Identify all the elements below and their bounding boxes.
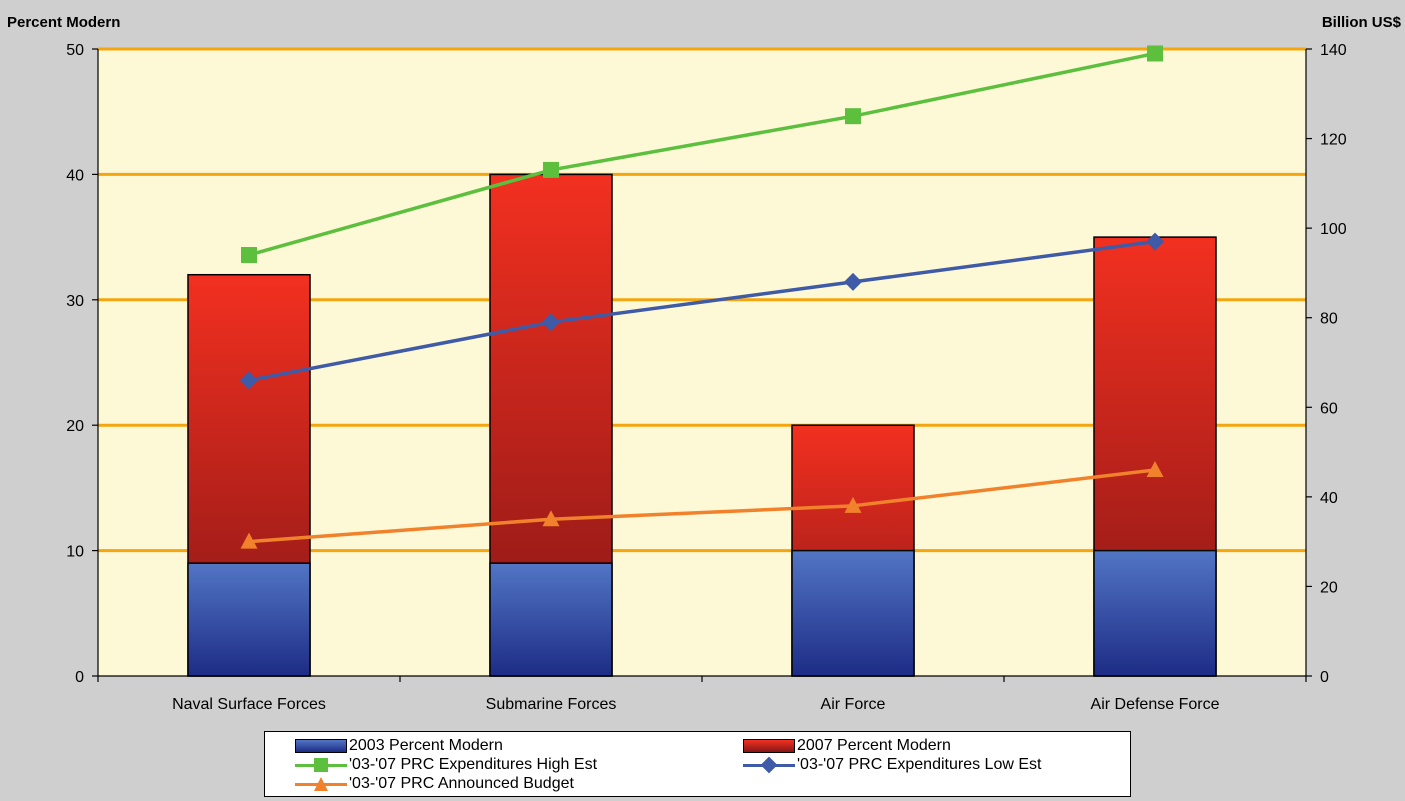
legend-item-high-est: '03-'07 PRC Expenditures High Est	[295, 755, 597, 775]
series-line-diamond	[248, 239, 1156, 383]
left-tick-label: 10	[66, 544, 84, 561]
bar-2003	[187, 562, 311, 677]
left-tick-label: 30	[66, 293, 84, 310]
series-line-triangle	[248, 468, 1156, 544]
legend-swatch-2007	[743, 739, 795, 753]
right-tick-label: 140	[1320, 42, 1347, 59]
legend-label-2007: 2007 Percent Modern	[797, 737, 951, 754]
bar-2003	[1093, 549, 1217, 677]
left-tick-label: 50	[66, 42, 84, 59]
right-tick-label: 80	[1320, 311, 1338, 328]
diamond-marker	[542, 313, 560, 332]
category-label: Submarine Forces	[486, 696, 617, 713]
left-tick-label: 20	[66, 418, 84, 435]
right-tick-label: 0	[1320, 669, 1329, 686]
category-label: Naval Surface Forces	[172, 696, 326, 713]
triangle-marker	[844, 496, 862, 513]
category-label: Air Force	[821, 696, 886, 713]
right-tick-label: 100	[1320, 221, 1347, 238]
combo-chart: 0 10 20 30 40 50 0 20 40 60 80 100 120 140 Naval Surfa…	[66, 42, 1347, 713]
square-marker	[543, 161, 559, 178]
diamond-marker	[1146, 232, 1164, 251]
right-tick-label: 40	[1320, 490, 1338, 507]
legend-swatch-2003	[295, 739, 347, 753]
left-tick-label: 40	[66, 167, 84, 184]
triangle-marker	[1146, 460, 1164, 477]
square-marker	[241, 247, 257, 264]
category-label: Air Defense Force	[1091, 696, 1220, 713]
diamond-marker	[844, 272, 862, 291]
legend-label-2003: 2003 Percent Modern	[349, 737, 503, 754]
legend-item-low-est: '03-'07 PRC Expenditures Low Est	[743, 755, 1041, 775]
bar-2003	[791, 549, 915, 677]
legend-label-high-est: '03-'07 PRC Expenditures High Est	[349, 756, 598, 773]
triangle-marker	[240, 532, 258, 549]
legend-label-budget: '03-'07 PRC Announced Budget	[349, 775, 574, 792]
left-tick-label: 0	[75, 669, 84, 686]
axes	[92, 48, 1312, 682]
diamond-marker	[240, 371, 258, 390]
bars	[187, 173, 1217, 677]
square-marker	[845, 108, 861, 125]
right-tick-label: 20	[1320, 579, 1338, 596]
diamond-marker-icon	[760, 756, 778, 774]
bar-2003	[489, 562, 613, 677]
right-axis-title: Billion US$	[1321, 14, 1401, 31]
left-axis-title: Percent Modern	[7, 14, 121, 31]
right-tick-label: 120	[1320, 132, 1347, 149]
legend-item-2003: 2003 Percent Modern	[295, 736, 503, 756]
square-marker-icon	[314, 758, 328, 772]
axis-labels: 0 10 20 30 40 50 0 20 40 60 80 100 120 140 Naval Surfa…	[66, 42, 1347, 713]
triangle-marker	[542, 510, 560, 527]
lines	[240, 45, 1164, 549]
legend-item-2007: 2007 Percent Modern	[743, 736, 951, 756]
legend-item-budget: '03-'07 PRC Announced Budget	[295, 774, 574, 794]
legend-label-low-est: '03-'07 PRC Expenditures Low Est	[797, 756, 1042, 773]
legend: 2003 Percent Modern 2007 Percent Modern …	[264, 731, 1131, 797]
series-line-square	[248, 51, 1156, 257]
square-marker	[1147, 45, 1163, 62]
right-tick-label: 60	[1320, 400, 1338, 417]
